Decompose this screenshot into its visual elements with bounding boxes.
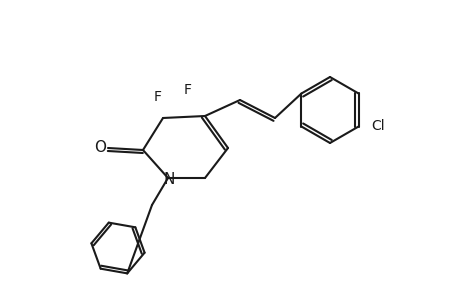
Text: F: F: [154, 90, 162, 104]
Text: N: N: [163, 172, 174, 187]
Text: F: F: [184, 83, 191, 97]
Text: O: O: [94, 140, 106, 155]
Text: Cl: Cl: [371, 119, 384, 134]
